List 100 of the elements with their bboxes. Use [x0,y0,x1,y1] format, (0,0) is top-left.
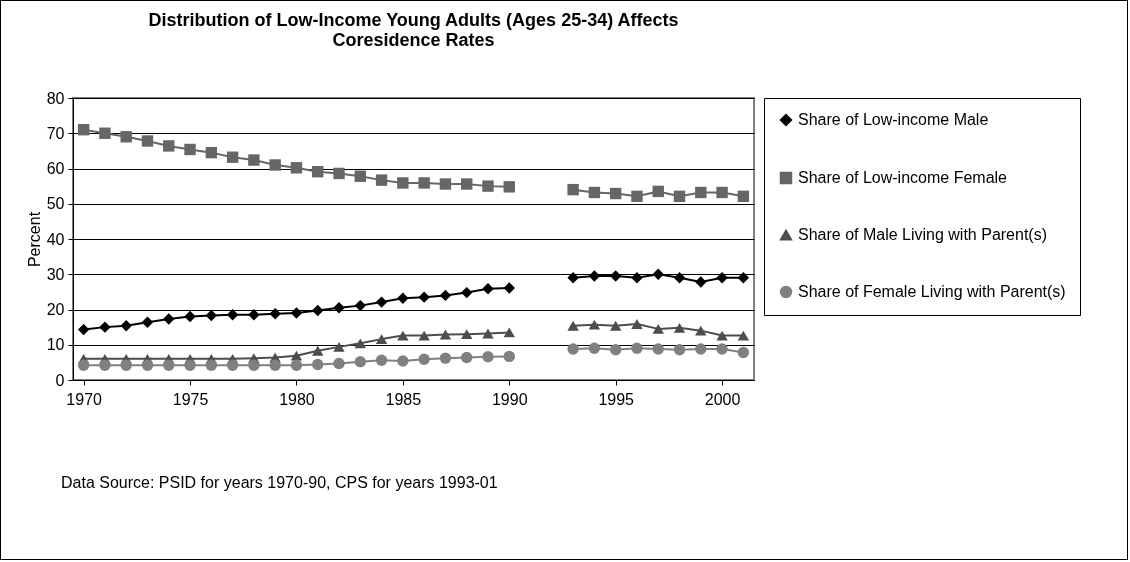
point [226,309,239,321]
point [375,174,388,186]
point [418,177,430,189]
point [439,178,452,190]
point [461,178,473,190]
point [248,154,260,166]
point [609,187,622,200]
point [567,272,579,284]
point [588,342,601,354]
point [205,359,218,371]
x-tick-label: 1990 [491,390,528,408]
point [163,313,175,325]
point [120,131,132,143]
point [737,346,750,359]
y-tick-label: 80 [46,89,65,107]
point [737,330,750,341]
point [77,359,90,371]
point [290,307,303,319]
point [567,343,579,355]
point [397,355,409,367]
point [397,177,409,189]
point [99,127,111,139]
point [141,359,154,371]
point [312,165,324,178]
point [333,357,345,370]
legend-label: Share of Male Living with Parent(s) [798,226,1047,243]
point [418,291,430,303]
point [354,299,366,312]
y-tick-label: 0 [55,371,65,389]
point [737,272,750,284]
x-tick-label: 1980 [279,390,315,408]
point [163,359,175,371]
point [120,320,132,332]
point [461,351,473,364]
point [482,328,494,339]
text: Coresidence Rates [332,30,495,50]
point [631,190,643,203]
point [184,359,196,371]
point [269,159,281,171]
point [333,341,345,352]
x-tick-label: 2000 [704,390,741,408]
point [269,308,281,320]
point [716,343,728,355]
y-tick-label: 20 [46,301,65,318]
point [418,353,430,365]
point [226,151,239,163]
point [184,310,196,323]
point [354,170,366,182]
point [631,272,643,284]
point [375,334,388,345]
point [77,323,90,336]
point [695,276,707,288]
point [141,135,154,147]
point [673,344,686,356]
point [333,302,345,314]
y-tick-label: 70 [46,124,65,142]
point [226,359,239,371]
point [141,316,154,328]
point [673,322,686,333]
point [290,359,303,371]
point [652,343,664,355]
point [631,342,643,354]
point [609,344,622,356]
point [503,327,515,338]
point [673,190,686,203]
point [375,354,388,366]
point [652,185,664,198]
point [439,352,452,364]
point [503,181,515,193]
point [397,330,409,341]
x-tick-label: 1975 [172,390,209,408]
point [290,162,303,174]
point [673,272,686,284]
y-tick-label: 50 [46,195,65,213]
point [482,351,494,363]
legend-label: Share of Low-income Male [798,111,989,128]
point [482,283,494,295]
point [120,359,132,371]
point [77,124,90,136]
point [567,320,579,331]
x-tick-label: 1970 [66,390,103,408]
y-tick-label: 30 [46,265,65,283]
point [205,146,218,159]
point [503,282,515,294]
point [312,358,324,371]
point [716,330,728,341]
x-tick-label: 1995 [598,390,635,408]
point [333,167,345,180]
point [354,338,366,349]
source-note: Data Source: PSID for years 1970-90, CPS for years 1993-01 [61,473,499,493]
point [205,309,218,322]
y-tick-label: 40 [46,230,65,248]
point [248,309,260,321]
point [716,186,728,199]
point [609,320,622,331]
point [695,325,707,336]
point [652,268,664,280]
point [439,329,452,340]
point [163,140,175,152]
point [312,345,324,356]
